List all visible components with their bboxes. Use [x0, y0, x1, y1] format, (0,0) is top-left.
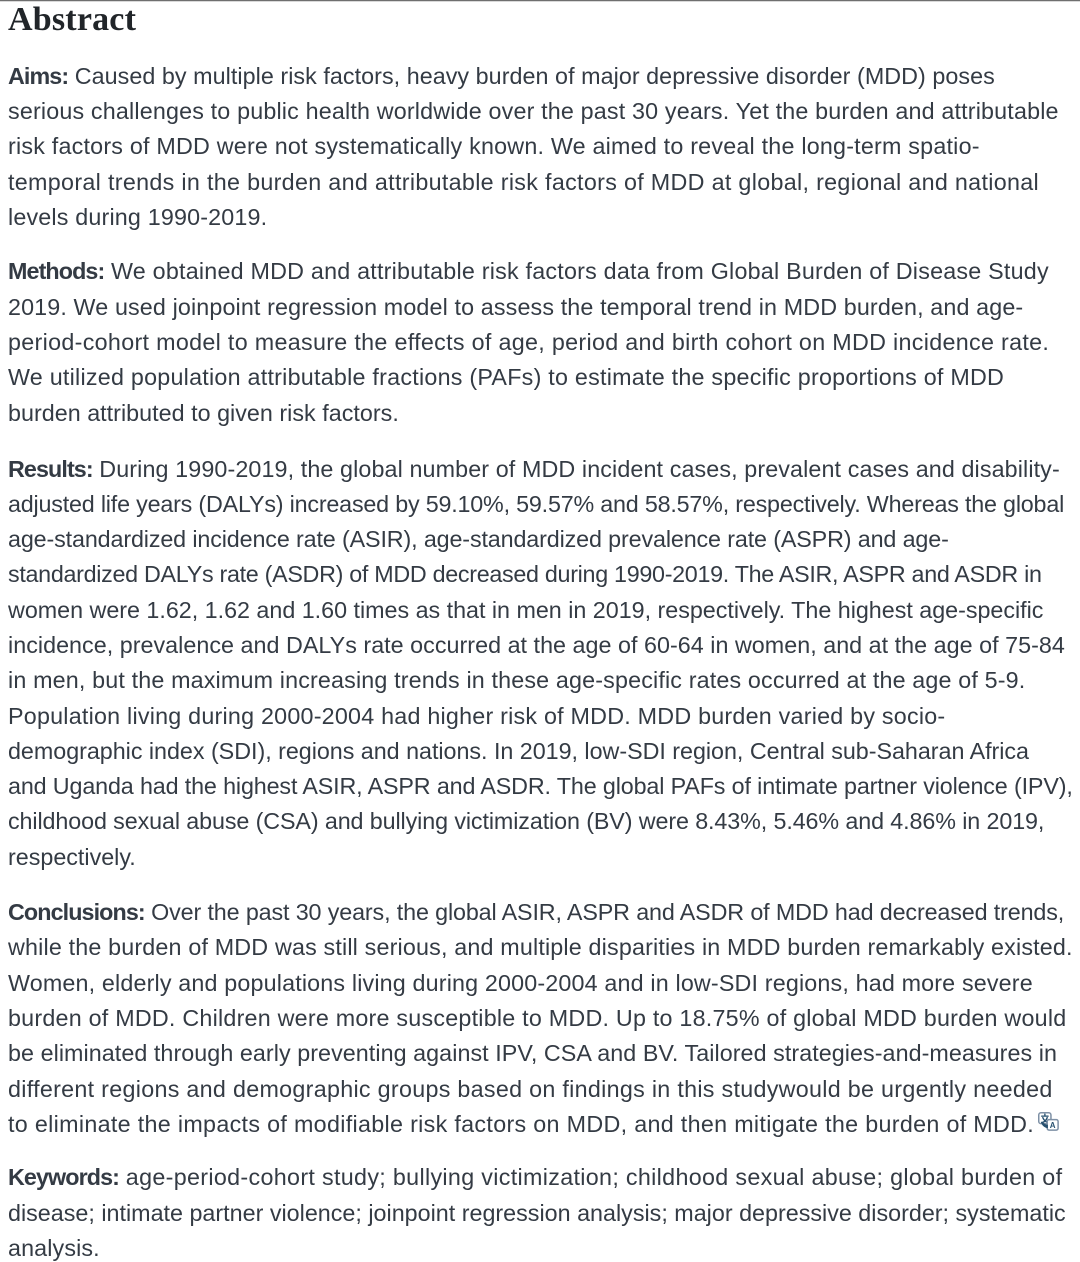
svg-text:A: A — [1050, 1121, 1056, 1130]
